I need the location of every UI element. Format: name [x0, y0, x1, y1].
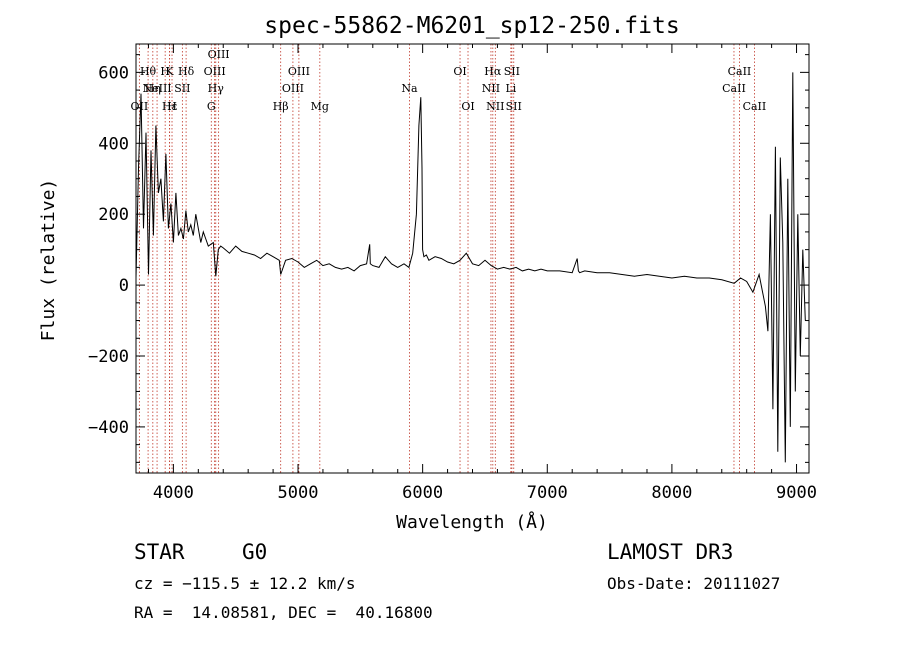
- line-label: CaII: [722, 82, 746, 95]
- line-label: OII: [131, 100, 149, 113]
- x-axis: 4000 5000 6000 7000 8000 9000: [147, 44, 817, 503]
- line-label: OIII: [204, 65, 226, 78]
- y-tick-label: 200: [98, 205, 129, 225]
- line-label: NeIII: [142, 82, 171, 95]
- line-label: NII: [482, 82, 500, 95]
- line-label: CaII: [743, 100, 767, 113]
- line-label: Hγ: [208, 82, 225, 95]
- y-tick-label: 400: [98, 134, 129, 154]
- emission-line-markers: [138, 44, 755, 473]
- line-label: Hβ: [273, 100, 289, 113]
- line-label: K: [165, 65, 174, 78]
- x-tick-label: 5000: [278, 483, 319, 503]
- line-label: Hα: [484, 65, 502, 78]
- x-tick-label: 4000: [153, 483, 194, 503]
- y-tick-label: 600: [98, 63, 129, 83]
- line-label: OI: [461, 100, 474, 113]
- line-label: Hη: [145, 82, 161, 95]
- line-label: Hδ: [178, 65, 195, 78]
- sky-coordinates: RA = 14.08581, DEC = 40.16800: [134, 603, 433, 622]
- y-tick-label: −200: [88, 347, 129, 367]
- line-label: G: [207, 100, 216, 113]
- line-label: NII: [486, 100, 504, 113]
- line-label: OIII: [288, 65, 310, 78]
- line-label: H: [160, 65, 170, 78]
- y-axis: −400 −200 0 200 400 600: [88, 54, 809, 463]
- line-label: Li: [505, 82, 516, 95]
- line-label: Hε: [162, 100, 178, 113]
- line-label: Hθ: [140, 65, 157, 78]
- line-label: H: [167, 100, 177, 113]
- object-class: STAR: [134, 540, 185, 564]
- line-label: SII: [174, 82, 190, 95]
- y-tick-label: −400: [88, 418, 129, 438]
- x-tick-label: 6000: [402, 483, 443, 503]
- line-label: CaII: [728, 65, 752, 78]
- line-label: OI: [453, 65, 466, 78]
- survey-name: LAMOST DR3: [607, 540, 734, 564]
- x-tick-label: 7000: [527, 483, 568, 503]
- chart-title: spec-55862-M6201_sp12-250.fits: [264, 13, 679, 39]
- y-tick-label: 0: [119, 276, 129, 296]
- line-label: SII: [504, 65, 520, 78]
- x-axis-label: Wavelength (Å): [396, 511, 548, 533]
- line-label: Na: [401, 82, 418, 95]
- spectrum-line: [135, 72, 806, 463]
- line-label: OIII: [208, 48, 230, 61]
- line-label: OIII: [282, 82, 304, 95]
- line-label: SII: [506, 100, 522, 113]
- y-axis-label: Flux (relative): [38, 179, 59, 342]
- observation-date: Obs-Date: 20111027: [607, 574, 781, 593]
- line-label: Mg: [311, 100, 329, 113]
- object-subclass: G0: [242, 540, 268, 564]
- x-tick-label: 9000: [776, 483, 817, 503]
- x-tick-label: 8000: [651, 483, 692, 503]
- redshift-velocity: cz = −115.5 ± 12.2 km/s: [134, 574, 356, 593]
